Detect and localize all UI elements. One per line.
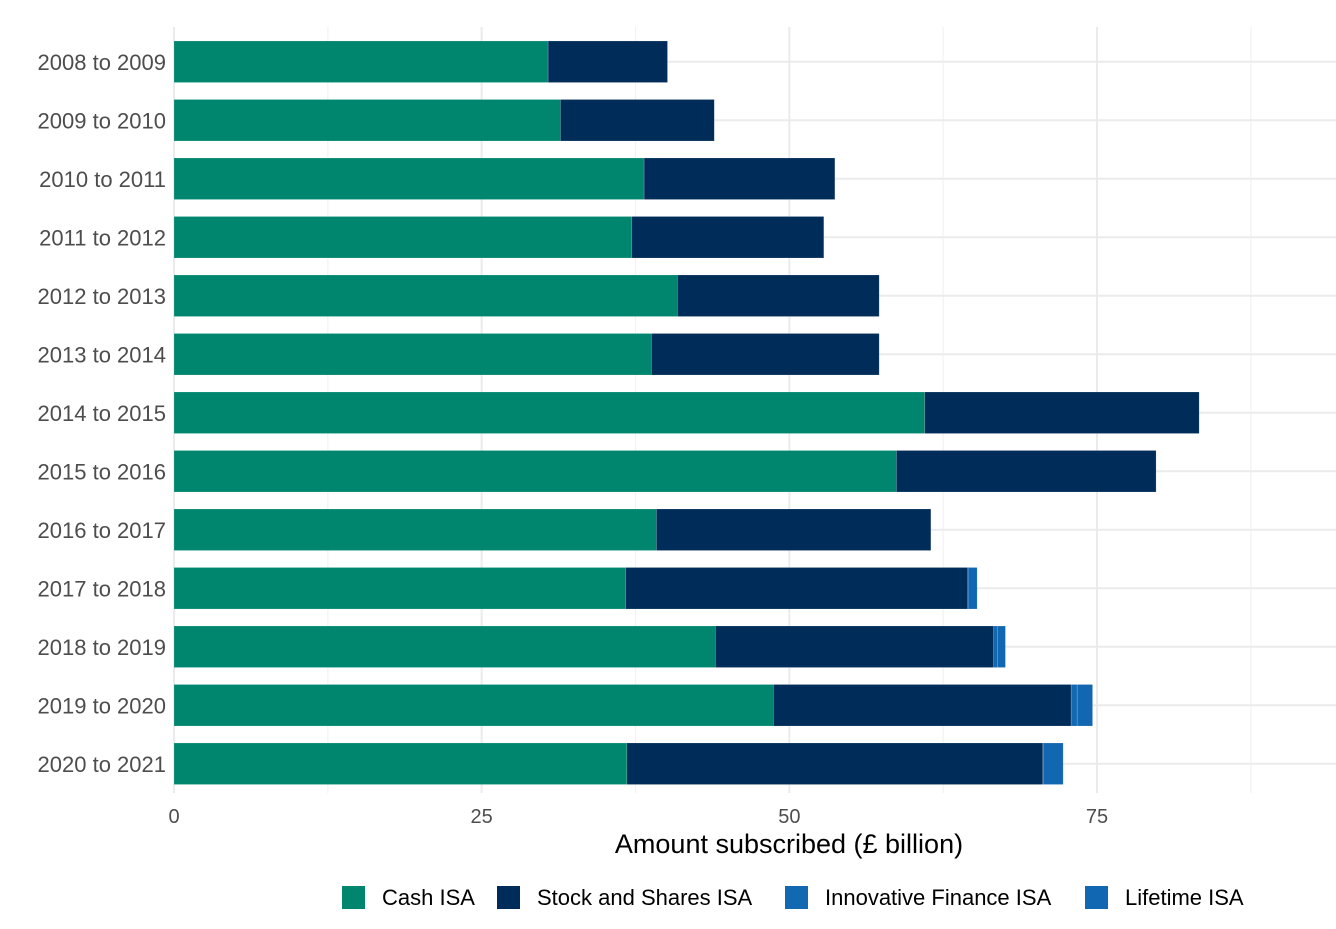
y-tick-label: 2013 to 2014	[38, 342, 166, 367]
bar-group	[173, 40, 668, 83]
bar-stock-and-shares-isa	[643, 157, 836, 200]
bar-stock-and-shares-isa	[560, 99, 715, 142]
bar-group	[173, 274, 880, 317]
bar-stock-and-shares-isa	[656, 508, 932, 551]
legend-swatch	[785, 886, 808, 909]
bar-stock-and-shares-isa	[626, 742, 1044, 785]
legend-label: Stock and Shares ISA	[537, 885, 753, 910]
bar-cash-isa	[173, 333, 652, 376]
bar-cash-isa	[173, 625, 716, 668]
legend-swatch	[342, 886, 365, 909]
legend-swatch	[497, 886, 520, 909]
bar-cash-isa	[173, 216, 633, 259]
y-tick-label: 2011 to 2012	[39, 225, 166, 250]
bar-lifetime-isa	[1076, 684, 1093, 727]
bar-stock-and-shares-isa	[773, 684, 1072, 727]
legend-label: Lifetime ISA	[1125, 885, 1244, 910]
bar-group	[173, 99, 715, 142]
bar-group	[173, 567, 978, 610]
y-axis-tick-labels: 2008 to 2009 2009 to 2010 2010 to 2011 2011…	[38, 50, 166, 777]
y-tick-label: 2020 to 2021	[38, 752, 166, 777]
x-axis-tick-labels: 0 25 50 75	[168, 806, 1108, 828]
bar-stock-and-shares-isa	[924, 391, 1200, 434]
legend: Cash ISA Stock and Shares ISA Innovative F…	[342, 885, 1244, 910]
bar-group	[173, 684, 1093, 727]
bar-cash-isa	[173, 684, 774, 727]
bar-innovative-finance-isa	[993, 625, 998, 668]
bar-group	[173, 625, 1006, 668]
legend-swatch	[1085, 886, 1108, 909]
bar-cash-isa	[173, 508, 657, 551]
bar-lifetime-isa	[1043, 742, 1064, 785]
bar-cash-isa	[173, 274, 678, 317]
legend-item-lifetime-isa: Lifetime ISA	[1085, 885, 1244, 910]
legend-item-stock-and-shares-isa: Stock and Shares ISA	[497, 885, 753, 910]
y-tick-label: 2010 to 2011	[39, 167, 166, 192]
bar-cash-isa	[173, 450, 897, 493]
bar-stock-and-shares-isa	[715, 625, 994, 668]
bar-cash-isa	[173, 157, 645, 200]
bar-innovative-finance-isa	[1070, 684, 1078, 727]
y-tick-label: 2015 to 2016	[38, 459, 166, 484]
bar-cash-isa	[173, 391, 926, 434]
x-tick-label: 0	[168, 806, 179, 828]
y-tick-label: 2017 to 2018	[38, 576, 166, 601]
bar-cash-isa	[173, 567, 626, 610]
bar-group	[173, 157, 836, 200]
y-tick-label: 2012 to 2013	[38, 284, 166, 309]
x-tick-label: 25	[471, 806, 493, 828]
bar-lifetime-isa	[967, 567, 978, 610]
bar-group	[173, 508, 932, 551]
bar-cash-isa	[173, 99, 561, 142]
y-tick-label: 2016 to 2017	[38, 518, 166, 543]
y-tick-label: 2019 to 2020	[38, 693, 166, 718]
y-tick-label: 2008 to 2009	[38, 50, 166, 75]
bar-lifetime-isa	[997, 625, 1006, 668]
bar-group	[173, 450, 1157, 493]
bar-cash-isa	[173, 742, 628, 785]
y-tick-label: 2018 to 2019	[38, 635, 166, 660]
y-tick-label: 2009 to 2010	[38, 108, 166, 133]
x-tick-label: 50	[778, 806, 800, 828]
bar-stock-and-shares-isa	[651, 333, 880, 376]
legend-item-cash-isa: Cash ISA	[342, 885, 475, 910]
bar-stock-and-shares-isa	[625, 567, 969, 610]
bar-group	[173, 216, 825, 259]
bar-stock-and-shares-isa	[896, 450, 1157, 493]
legend-label: Cash ISA	[382, 885, 475, 910]
bar-stock-and-shares-isa	[677, 274, 880, 317]
bar-stock-and-shares-isa	[631, 216, 825, 259]
y-tick-label: 2014 to 2015	[38, 401, 166, 426]
legend-label: Innovative Finance ISA	[825, 885, 1052, 910]
bar-group	[173, 333, 880, 376]
bar-stock-and-shares-isa	[547, 40, 668, 83]
bar-group	[173, 391, 1200, 434]
x-tick-label: 75	[1086, 806, 1108, 828]
bars	[173, 40, 1200, 785]
bar-cash-isa	[173, 40, 549, 83]
bar-group	[173, 742, 1064, 785]
legend-item-innovative-finance-isa: Innovative Finance ISA	[785, 885, 1052, 910]
x-axis-title: Amount subscribed (£ billion)	[615, 829, 963, 859]
